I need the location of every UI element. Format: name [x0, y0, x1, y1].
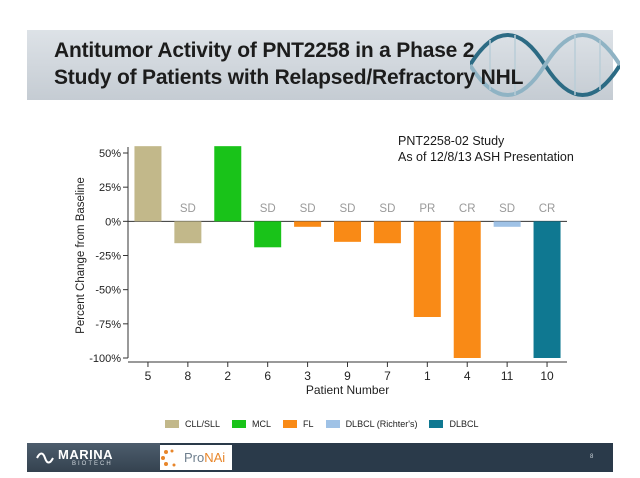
legend-label: MCL — [252, 419, 272, 429]
y-tick-label: 50% — [99, 148, 121, 160]
title-line-2: Study of Patients with Relapsed/Refracto… — [54, 66, 524, 89]
x-axis-title: Patient Number — [306, 383, 389, 397]
y-tick-label: -100% — [89, 353, 121, 365]
legend-label: DLBCL (Richter's) — [345, 419, 418, 429]
legend-swatch — [232, 420, 247, 428]
x-tick-label: 2 — [224, 369, 231, 383]
legend-item: DLBCL — [429, 419, 478, 429]
pronai-name: ProNAi — [184, 450, 225, 465]
response-label: SD — [499, 203, 515, 215]
legend-swatch — [325, 420, 340, 428]
legend-swatch — [429, 420, 444, 428]
marina-wave-icon — [36, 452, 54, 464]
study-annotation: PNT2258-02 Study As of 12/8/13 ASH Prese… — [398, 133, 574, 165]
legend-swatch — [165, 420, 179, 428]
bar-patient-11 — [493, 221, 521, 227]
y-tick-label: -75% — [95, 319, 121, 331]
pronai-name-pro: Pro — [184, 450, 205, 465]
legend-item: MCL — [232, 419, 271, 429]
response-label: SD — [340, 203, 356, 215]
bar-patient-3 — [294, 221, 322, 227]
legend-label: FL — [303, 419, 314, 429]
response-label: CR — [459, 203, 476, 215]
x-tick-label: 4 — [464, 369, 471, 383]
bar-patient-10 — [533, 221, 561, 358]
bar-patient-1 — [413, 221, 441, 317]
annotation-line-2: As of 12/8/13 ASH Presentation — [398, 150, 574, 164]
bar-patient-8 — [174, 221, 202, 244]
x-tick-label: 8 — [185, 369, 192, 383]
y-axis-title: Percent Change from Baseline — [75, 177, 87, 334]
response-label: SD — [379, 203, 395, 215]
dna-helix-logo — [470, 33, 620, 97]
x-tick-label: 3 — [304, 369, 311, 383]
pronai-dots-icon — [161, 449, 176, 466]
response-label: SD — [300, 203, 316, 215]
legend-item: FL — [283, 419, 314, 429]
bar-patient-4 — [453, 221, 481, 358]
x-tick-label: 9 — [344, 369, 351, 383]
y-tick-label: 0% — [105, 216, 121, 228]
x-tick-label: 7 — [384, 369, 391, 383]
legend-swatch — [283, 420, 298, 428]
response-label: CR — [539, 203, 556, 215]
y-tick-label: -50% — [95, 285, 121, 297]
y-tick-label: 25% — [99, 182, 121, 194]
slide-title: Antitumor Activity of PNT2258 in a Phase… — [54, 37, 554, 91]
x-tick-label: 6 — [264, 369, 271, 383]
legend-item: CLL/SLL — [165, 419, 220, 429]
bar-patient-5 — [134, 146, 162, 222]
x-tick-label: 5 — [145, 369, 152, 383]
x-tick-label: 1 — [424, 369, 431, 383]
marina-biotech-logo: MARINA BIOTECH — [36, 446, 113, 470]
response-label: SD — [180, 203, 196, 215]
marina-sub: BIOTECH — [72, 461, 113, 467]
pronai-logo: ProNAi — [160, 445, 232, 470]
bar-patient-6 — [254, 221, 282, 248]
bar-patient-2 — [214, 146, 242, 222]
pronai-name-nai: NAi — [204, 450, 226, 465]
response-label: PR — [419, 203, 435, 215]
marina-name: MARINA — [58, 447, 113, 462]
bar-patient-7 — [373, 221, 401, 244]
x-tick-label: 10 — [540, 369, 554, 383]
legend-label: DLBCL — [449, 419, 479, 429]
annotation-line-1: PNT2258-02 Study — [398, 134, 505, 148]
legend-item: DLBCL (Richter's) — [325, 419, 418, 429]
bar-patient-9 — [334, 221, 361, 242]
footer-logo-panel — [27, 443, 160, 472]
y-tick-label: -25% — [95, 251, 121, 263]
chart-legend: CLL/SLL MCL FL DLBCL (Richter's) DLBCL — [165, 417, 490, 431]
response-label: SD — [260, 203, 276, 215]
legend-label: CLL/SLL — [185, 419, 221, 429]
x-tick-label: 11 — [501, 369, 514, 383]
page-number: 8 — [590, 454, 594, 460]
title-line-1: Antitumor Activity of PNT2258 in a Phase… — [54, 39, 475, 62]
